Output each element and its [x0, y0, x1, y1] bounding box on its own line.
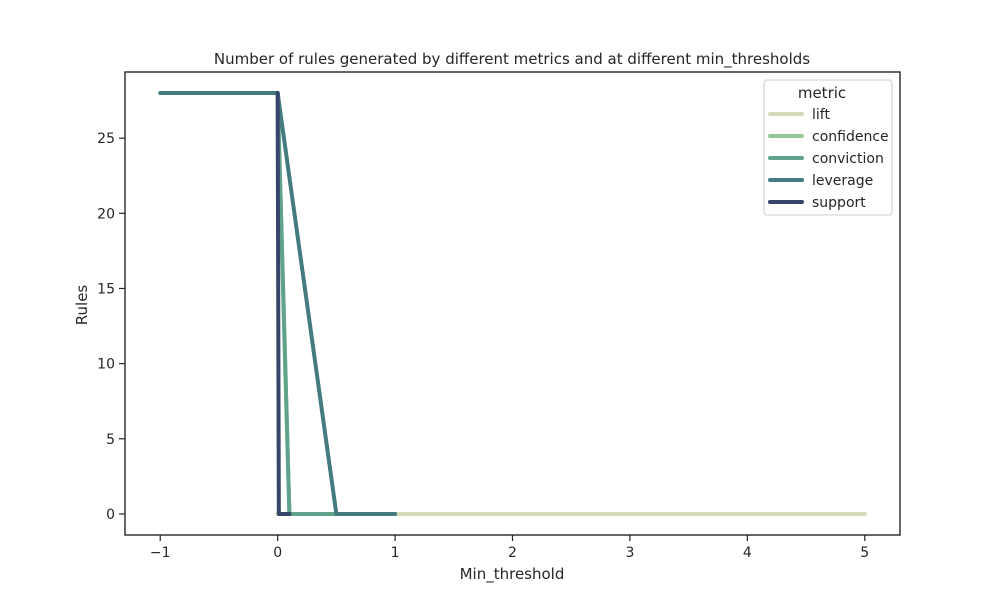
y-tick-label: 10 [97, 357, 115, 373]
y-axis-ticks: 0 5 10 15 20 25 [97, 131, 125, 523]
y-tick-label: 25 [97, 131, 115, 147]
legend-label-support: support [812, 195, 866, 211]
legend: metric lift confidence conviction leverage su… [763, 79, 893, 216]
y-axis-title: Rules [73, 285, 91, 326]
x-tick-label: 0 [273, 545, 282, 561]
x-tick-label: 2 [508, 545, 517, 561]
x-tick-label: −1 [150, 545, 171, 561]
x-tick-label: 1 [391, 545, 400, 561]
legend-label-lift: lift [812, 107, 830, 123]
x-tick-label: 3 [625, 545, 634, 561]
series-line-conviction [275, 91, 398, 516]
legend-label-conviction: conviction [812, 151, 884, 167]
x-tick-label: 4 [743, 545, 752, 561]
series-line-support [275, 91, 292, 516]
series-line-leverage [158, 91, 398, 516]
y-tick-label: 0 [106, 507, 115, 523]
legend-title: metric [798, 84, 846, 102]
legend-label-leverage: leverage [812, 173, 873, 189]
y-tick-label: 5 [106, 432, 115, 448]
chart-title: Number of rules generated by different m… [214, 50, 810, 69]
y-tick-label: 20 [97, 206, 115, 222]
x-tick-label: 5 [860, 545, 869, 561]
x-axis-ticks: −1 0 1 2 3 4 5 [150, 535, 869, 561]
y-tick-label: 15 [97, 281, 115, 297]
x-axis-title: Min_threshold [460, 565, 565, 584]
legend-label-confidence: confidence [812, 129, 889, 145]
